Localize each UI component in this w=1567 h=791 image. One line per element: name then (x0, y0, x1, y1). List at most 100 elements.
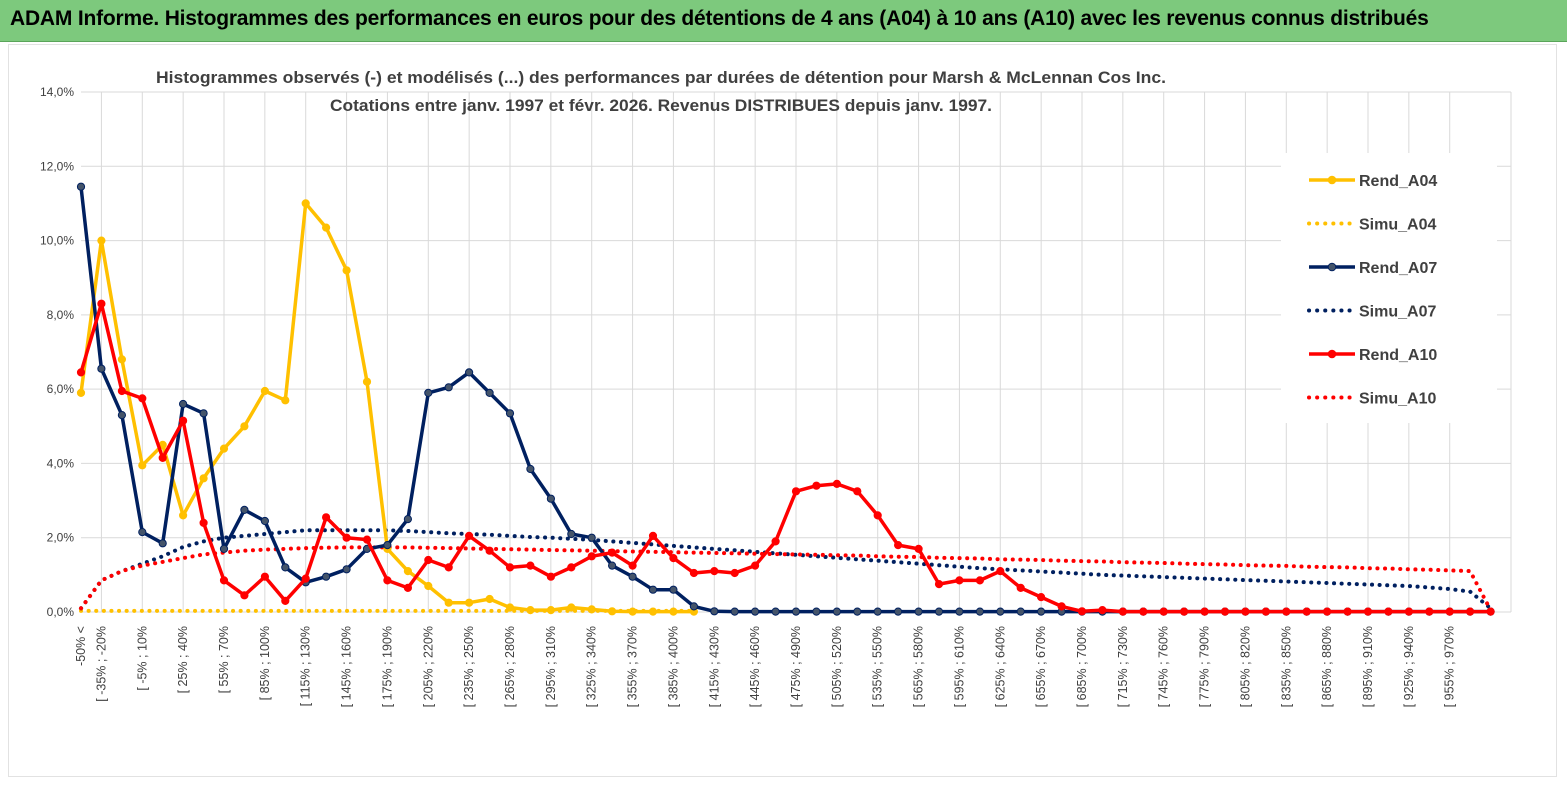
x-tick-label: [ 955% ; 970% (1443, 626, 1457, 707)
data-point (1466, 607, 1475, 616)
data-point (873, 511, 882, 520)
data-point (853, 607, 862, 616)
series-rend-a10 (76, 299, 1495, 616)
data-point (894, 607, 903, 616)
y-tick-label: 14,0% (40, 85, 74, 99)
x-tick-label: [ 595% ; 610% (952, 626, 966, 707)
data-point (751, 607, 760, 616)
data-point (465, 598, 474, 607)
data-point (342, 533, 351, 542)
data-point (424, 555, 433, 565)
y-tick-label: 6,0% (47, 382, 75, 396)
legend-item: Simu_A10 (1307, 391, 1436, 408)
x-tick-label: [ -35% ; -20% (94, 626, 108, 702)
data-point (485, 546, 494, 555)
x-tick-label: [ 205% ; 220% (421, 626, 435, 707)
data-point (383, 576, 392, 585)
data-point (465, 531, 474, 540)
data-point (546, 494, 556, 503)
data-point (1384, 607, 1393, 616)
data-point (812, 607, 821, 616)
legend-item: Rend_A04 (1309, 173, 1437, 190)
data-point (648, 531, 658, 540)
data-point (526, 561, 535, 570)
x-tick-label: [ 265% ; 280% (503, 626, 517, 707)
data-point (219, 576, 229, 585)
data-point (1200, 607, 1209, 616)
x-tick-label: [ 655% ; 670% (1034, 626, 1048, 707)
data-point (219, 544, 229, 553)
data-point (1261, 607, 1271, 616)
data-point (689, 602, 699, 611)
data-point (526, 464, 535, 474)
data-point (587, 605, 596, 614)
data-point (281, 563, 290, 572)
data-point (138, 528, 147, 537)
data-point (710, 567, 719, 576)
y-tick-label: 10,0% (40, 234, 74, 248)
data-point (730, 607, 739, 616)
report-title: ADAM Informe. Histogrammes des performan… (10, 7, 1429, 30)
data-point (546, 606, 556, 615)
data-point (485, 388, 494, 397)
data-point (260, 386, 269, 396)
legend-item: Rend_A10 (1309, 347, 1437, 364)
data-point (444, 563, 453, 572)
data-point (546, 572, 556, 581)
data-point (608, 548, 617, 557)
legend-label: Rend_A10 (1359, 347, 1437, 364)
x-tick-label: [ 505% ; 520% (830, 626, 844, 707)
data-point (260, 572, 269, 581)
x-tick-label: [ 715% ; 730% (1116, 626, 1130, 707)
x-tick-label: [ 25% ; 40% (176, 626, 190, 693)
data-point (648, 585, 658, 594)
data-point (1343, 607, 1352, 616)
data-point (158, 453, 167, 462)
data-point (1302, 607, 1311, 616)
data-point (669, 553, 678, 563)
data-point (199, 474, 208, 483)
data-point (526, 606, 535, 615)
data-point (362, 377, 372, 386)
data-point (832, 479, 842, 488)
x-tick-label: [ 325% ; 340% (585, 626, 599, 707)
x-tick-label: [ 775% ; 790% (1198, 626, 1212, 707)
data-point (955, 607, 964, 616)
data-point (894, 541, 903, 550)
y-tick-label: 0,0% (47, 605, 75, 619)
chart-legend: Rend_A04 Simu_A04 Rend_A07 Simu_A07 Rend_A10… (1281, 153, 1497, 423)
data-point (873, 607, 882, 616)
data-point (791, 607, 801, 616)
x-axis-ticks: -50% < [ -35% ; -20% [ -5% ; 10% [ 25% ; 40… (74, 626, 1457, 707)
data-point (240, 505, 249, 514)
data-point (117, 355, 127, 364)
x-tick-label: [ 295% ; 310% (544, 626, 558, 707)
series-line (79, 301, 1491, 614)
data-point (710, 607, 719, 616)
x-tick-label: [ 925% ; 940% (1402, 626, 1416, 707)
x-tick-label: [ 445% ; 460% (748, 626, 762, 707)
data-point (934, 607, 944, 616)
x-tick-label: [ 895% ; 910% (1361, 626, 1375, 707)
legend-marker (1327, 262, 1337, 272)
data-point (403, 567, 412, 576)
data-point (97, 236, 106, 245)
data-point (1445, 607, 1454, 616)
x-tick-label: [ 535% ; 550% (871, 626, 885, 707)
x-tick-label: [ 145% ; 160% (340, 626, 354, 707)
legend-label: Rend_A04 (1359, 173, 1437, 190)
data-point (1282, 607, 1291, 616)
data-point (76, 388, 86, 397)
x-tick-label: [ 745% ; 760% (1157, 626, 1171, 707)
data-point (1118, 607, 1128, 616)
data-point (322, 513, 331, 522)
data-point (76, 182, 86, 191)
x-tick-label: [ 235% ; 250% (462, 626, 476, 707)
data-point (914, 544, 923, 553)
y-tick-label: 12,0% (40, 159, 74, 173)
data-point (1323, 607, 1332, 616)
data-point (342, 565, 351, 574)
data-point (138, 461, 147, 470)
data-point (608, 561, 617, 570)
data-point (138, 394, 147, 403)
